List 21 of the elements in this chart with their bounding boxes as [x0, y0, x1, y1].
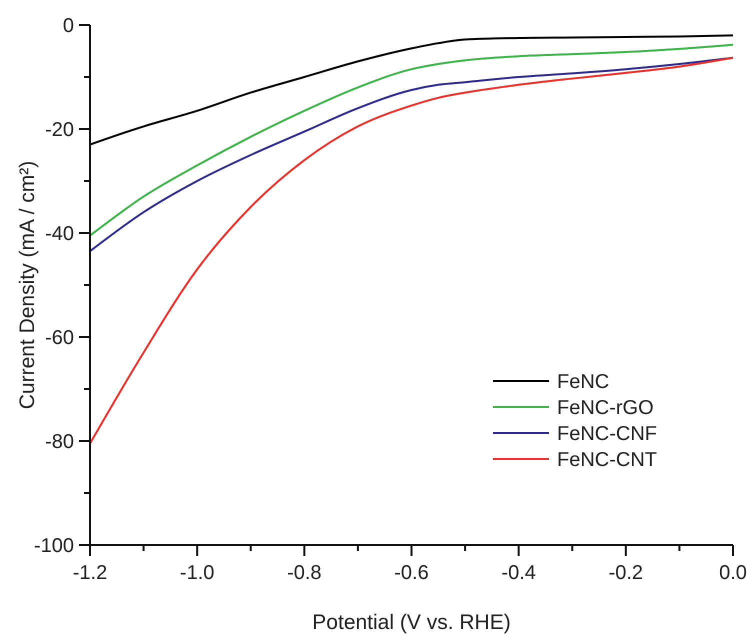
legend-label: FeNC-CNF — [557, 423, 657, 445]
y-tick-label: -100 — [34, 535, 74, 557]
line-series — [89, 56, 734, 445]
legend-label: FeNC-rGO — [557, 397, 654, 419]
y-tick-label: 0 — [62, 15, 74, 37]
x-tick-label: -0.8 — [287, 562, 322, 584]
x-tick-label: -0.4 — [501, 562, 536, 584]
y-axis-title: Current Density (mA / cm²) — [16, 160, 39, 410]
x-tick-label: -0.6 — [394, 562, 429, 584]
legend-label: FeNC — [557, 371, 610, 393]
y-tick-label: -80 — [45, 431, 74, 453]
y-tick-label: -40 — [45, 223, 74, 245]
x-tick-label: -1.2 — [72, 562, 108, 584]
x-axis-title: Potential (V vs. RHE) — [312, 611, 511, 634]
y-tick-label: -60 — [45, 327, 74, 349]
legend-label: FeNC-CNT — [557, 449, 657, 471]
x-tick-label: -0.2 — [608, 562, 644, 584]
x-tick-label: -1.0 — [180, 562, 214, 584]
line-series — [89, 34, 734, 146]
y-tick-label: -20 — [45, 119, 74, 141]
x-tick-label: 0.0 — [719, 562, 747, 584]
